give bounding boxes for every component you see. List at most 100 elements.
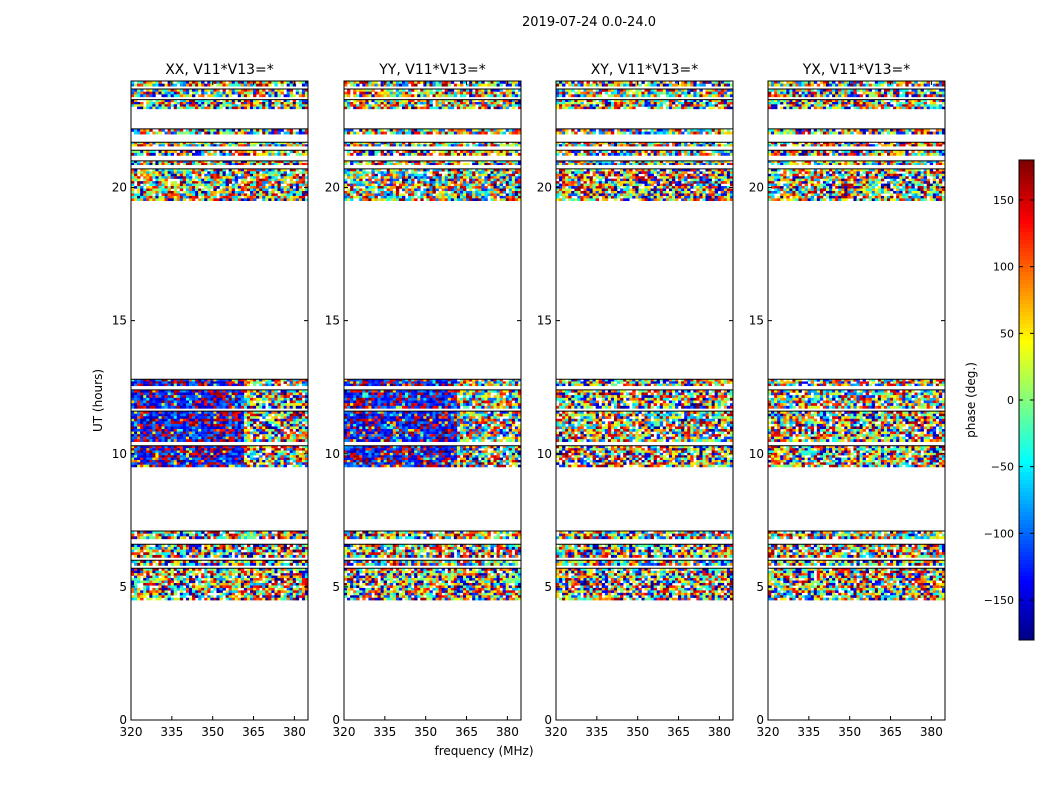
heatmap-cell — [517, 575, 522, 579]
heatmap-cell — [204, 552, 208, 556]
heatmap-cell — [216, 168, 220, 172]
heatmap-cell — [271, 88, 275, 92]
heatmap-cell — [225, 431, 229, 435]
heatmap-cell — [347, 575, 351, 579]
heatmap-cell — [256, 418, 260, 422]
heatmap-cell — [146, 431, 150, 435]
heatmap-cell — [210, 464, 214, 468]
heatmap-cell — [182, 562, 187, 566]
heatmap-cell — [475, 582, 479, 586]
heatmap-cell — [253, 421, 257, 425]
heatmap-cell — [265, 101, 269, 105]
heatmap-cell — [201, 381, 205, 384]
heatmap-cell — [292, 580, 297, 584]
heatmap-cell — [185, 457, 190, 461]
heatmap-cell — [377, 568, 381, 571]
heatmap-cell — [216, 413, 220, 417]
heatmap-cell — [155, 195, 159, 199]
heatmap-cell — [161, 585, 165, 589]
heatmap-cell — [240, 448, 245, 451]
heatmap-cell — [240, 83, 245, 87]
heatmap-cell — [243, 552, 248, 556]
heatmap-cell — [277, 448, 281, 451]
heatmap-cell — [204, 592, 208, 596]
heatmap-cell — [164, 383, 168, 387]
heatmap-cell — [228, 544, 233, 548]
heatmap-cell — [250, 530, 254, 534]
heatmap-cell — [286, 552, 290, 556]
heatmap-cell — [161, 431, 165, 435]
heatmap-cell — [198, 592, 202, 596]
heatmap-cell — [280, 421, 284, 425]
heatmap-cell — [173, 101, 178, 105]
heatmap-cell — [453, 568, 458, 571]
heatmap-cell — [228, 580, 233, 584]
heatmap-cell — [362, 580, 366, 584]
heatmap-cell — [158, 106, 162, 110]
heatmap-cell — [304, 568, 309, 571]
heatmap-cell — [161, 395, 165, 399]
heatmap-cell — [228, 178, 233, 182]
heatmap-cell — [298, 379, 303, 382]
heatmap-cell — [253, 383, 257, 387]
heatmap-cell — [256, 403, 260, 407]
heatmap-cell — [170, 464, 175, 468]
heatmap-cell — [225, 445, 229, 449]
heatmap-cell — [274, 464, 278, 468]
heatmap-cell — [207, 411, 211, 414]
heatmap-cell — [259, 423, 263, 427]
heatmap-cell — [201, 464, 205, 468]
heatmap-cell — [176, 418, 181, 422]
heatmap-cell — [140, 455, 144, 458]
heatmap-cell — [198, 585, 202, 589]
heatmap-cell — [274, 88, 278, 92]
heatmap-cell — [301, 101, 306, 105]
heatmap-cell — [286, 570, 290, 574]
heatmap-cell — [246, 436, 251, 440]
heatmap-cell — [243, 379, 248, 382]
heatmap-cell — [146, 397, 150, 401]
heatmap-cell — [179, 536, 184, 540]
heatmap-cell — [304, 389, 309, 393]
heatmap-cell — [179, 570, 184, 574]
heatmap-cell — [283, 592, 287, 596]
heatmap-cell — [277, 142, 281, 145]
heatmap-cell — [204, 381, 208, 384]
heatmap-cell — [228, 421, 233, 425]
heatmap-cell — [207, 587, 211, 591]
heatmap-cell — [304, 176, 309, 179]
heatmap-cell — [167, 560, 171, 564]
heatmap-cell — [280, 91, 284, 95]
heatmap-cell — [243, 450, 248, 454]
x-tick-label: 365 — [242, 725, 265, 739]
heatmap-cell — [243, 462, 248, 465]
heatmap-cell — [274, 423, 278, 427]
heatmap-cell — [277, 423, 281, 427]
heatmap-cell — [185, 173, 190, 177]
heatmap-cell — [243, 81, 248, 84]
heatmap-cell — [228, 554, 233, 558]
heatmap-cell — [256, 400, 260, 404]
heatmap-cell — [188, 389, 193, 393]
heatmap-cell — [298, 411, 303, 414]
heatmap-cell — [152, 445, 156, 449]
heatmap-cell — [198, 536, 202, 540]
heatmap-cell — [283, 403, 287, 407]
heatmap-cell — [283, 94, 287, 98]
heatmap-cell — [195, 575, 199, 579]
heatmap-cell — [301, 152, 306, 156]
heatmap-cell — [182, 552, 187, 556]
heatmap-cell — [271, 452, 275, 456]
heatmap-cell — [173, 106, 178, 110]
heatmap-cell — [447, 575, 452, 579]
heatmap-cell — [250, 389, 254, 393]
heatmap-cell — [216, 533, 220, 537]
heatmap-cell — [195, 426, 199, 430]
heatmap-cell — [219, 570, 223, 574]
heatmap-cell — [286, 590, 290, 594]
heatmap-cell — [164, 413, 168, 417]
heatmap-cell — [222, 400, 226, 404]
heatmap-cell — [131, 193, 135, 197]
heatmap-cell — [271, 457, 275, 461]
heatmap-cell — [268, 150, 272, 154]
